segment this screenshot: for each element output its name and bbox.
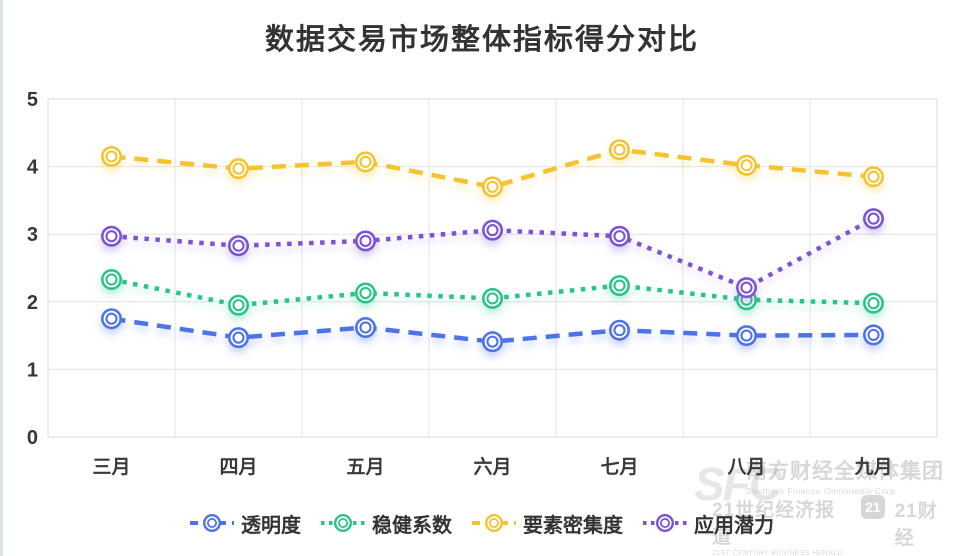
data-point-稳健系数-七月[interactable]: [609, 275, 630, 297]
legend-item-透明度[interactable]: 透明度: [190, 509, 301, 538]
y-tick-label: 4: [27, 157, 39, 179]
left-edge-strip: [0, 0, 3, 556]
legend-label-应用潜力: 应用潜力: [694, 514, 774, 537]
chart-legend: 透明度 稳健系数 要素密集度 应用潜力: [0, 506, 964, 540]
data-point-应用潜力-六月[interactable]: [482, 219, 503, 241]
watermark-group-name: 南方财经全媒体集团 Southern Finance Omnimedia Cor…: [746, 455, 944, 496]
x-tick-label-1: 三月: [92, 457, 130, 478]
x-tick-label-4: 六月: [473, 455, 511, 478]
watermark-brands-row: 21世纪经济报道 21ST CENTURY BUSINESS HERALD 21…: [712, 495, 956, 556]
data-point-稳健系数-五月[interactable]: [355, 282, 376, 304]
watermark-herald-cn: 21世纪经济报道: [712, 500, 836, 548]
chart-title: 数据交易市场整体指标得分对比: [264, 24, 699, 56]
data-point-要素密集度-八月[interactable]: [736, 154, 757, 176]
legend-marker-icon-应用潜力: [643, 514, 687, 532]
legend-label-要素密集度: 要素密集度: [523, 514, 623, 537]
watermark: SFC 南方财经全媒体集团 Southern Finance Omnimedia…: [694, 455, 956, 556]
legend-item-应用潜力[interactable]: 应用潜力: [643, 509, 774, 538]
data-point-应用潜力-九月[interactable]: [863, 208, 884, 230]
legend-item-要素密集度[interactable]: 要素密集度: [472, 509, 623, 538]
data-point-透明度-六月[interactable]: [482, 331, 503, 353]
gridlines: [47, 98, 938, 438]
21-badge-icon: 21: [861, 495, 885, 519]
data-point-透明度-七月[interactable]: [609, 319, 630, 341]
data-point-要素密集度-六月[interactable]: [482, 176, 503, 198]
series-要素密集度: [101, 139, 884, 198]
data-point-稳健系数-六月[interactable]: [482, 287, 503, 309]
data-point-透明度-八月[interactable]: [736, 325, 757, 347]
sfc-logo: SFC: [694, 458, 782, 510]
y-tick-label: 2: [27, 292, 38, 314]
y-axis-labels: 0 1 2 3 4 5: [27, 89, 39, 449]
x-tick-label-7: 九月: [853, 456, 892, 478]
x-tick-label-2: 四月: [219, 457, 257, 478]
watermark-herald-en: 21ST CENTURY BUSINESS HERALD: [712, 550, 844, 556]
data-point-稳健系数-三月[interactable]: [101, 268, 122, 290]
y-tick-label: 5: [27, 89, 38, 111]
legend-label-稳健系数: 稳健系数: [372, 514, 452, 537]
data-point-应用潜力-三月[interactable]: [101, 225, 122, 247]
data-point-应用潜力-四月[interactable]: [228, 235, 249, 257]
series-稳健系数: [101, 268, 884, 316]
data-point-应用潜力-八月[interactable]: [736, 277, 757, 299]
y-tick-label: 0: [27, 427, 38, 449]
data-point-要素密集度-九月[interactable]: [863, 166, 884, 188]
data-point-要素密集度-三月[interactable]: [101, 145, 122, 167]
watermark-group-cn: 南方财经全媒体集团: [746, 460, 944, 483]
legend-marker-icon-透明度: [190, 514, 234, 532]
legend-item-稳健系数[interactable]: 稳健系数: [321, 509, 452, 538]
x-tick-label-3: 五月: [346, 457, 384, 478]
x-tick-label-6: 八月: [727, 457, 765, 478]
legend-label-透明度: 透明度: [241, 514, 301, 537]
series-透明度: [101, 308, 884, 353]
data-point-稳健系数-四月[interactable]: [228, 294, 249, 316]
legend-marker-icon-稳健系数: [321, 514, 365, 532]
data-point-要素密集度-四月[interactable]: [228, 158, 249, 180]
data-point-稳健系数-九月[interactable]: [863, 292, 884, 314]
series-应用潜力: [101, 208, 884, 299]
data-point-应用潜力-七月[interactable]: [609, 225, 630, 247]
y-tick-label: 1: [27, 359, 38, 381]
data-point-要素密集度-七月[interactable]: [609, 139, 630, 161]
x-axis-labels: 三月 四月 五月 六月 七月 八月 九月: [92, 455, 892, 478]
y-tick-label: 3: [27, 224, 38, 246]
data-point-要素密集度-五月[interactable]: [355, 151, 376, 173]
watermark-group-en: Southern Finance Omnimedia Corp: [746, 486, 896, 496]
data-point-透明度-九月[interactable]: [863, 324, 884, 346]
watermark-herald: 21世纪经济报道 21ST CENTURY BUSINESS HERALD: [712, 495, 851, 556]
watermark-21cj: 21财经: [894, 501, 938, 549]
data-point-应用潜力-五月[interactable]: [355, 230, 376, 252]
plot-border: [47, 98, 938, 438]
x-tick-label-5: 七月: [600, 456, 638, 478]
legend-marker-icon-要素密集度: [472, 514, 516, 532]
data-point-透明度-五月[interactable]: [355, 316, 376, 338]
data-point-透明度-四月[interactable]: [228, 327, 249, 349]
data-point-透明度-三月[interactable]: [101, 308, 122, 330]
